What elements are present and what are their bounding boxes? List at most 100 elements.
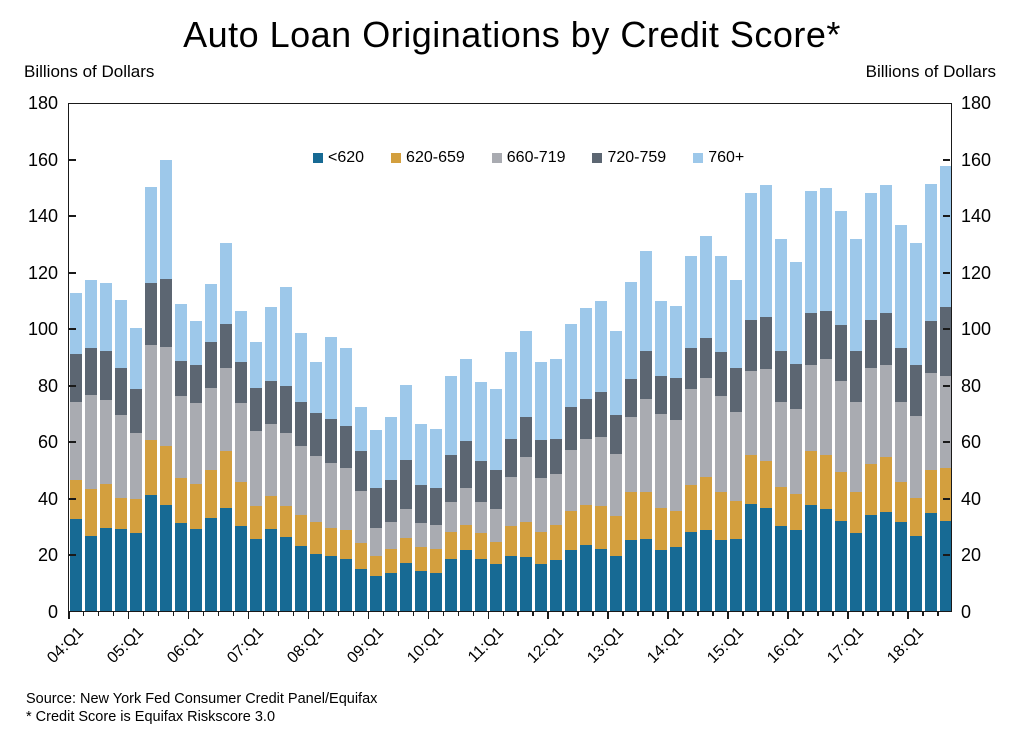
stacked-bar-05:Q1 [130, 328, 143, 611]
bar-segment-720-759 [445, 455, 458, 503]
bar-segment-760+ [804, 191, 817, 313]
bar-segment-660-719 [789, 408, 802, 494]
bar-segment-760+ [519, 331, 532, 418]
x-tick-mark [547, 612, 549, 619]
bar-segment-760+ [175, 304, 188, 361]
bar-segment-760+ [744, 192, 757, 320]
bar-segment-660-719 [340, 468, 353, 531]
bar-segment-720-759 [669, 377, 682, 421]
bar-segment-620-659 [864, 463, 877, 515]
x-tick-label: 15:Q1 [703, 624, 747, 667]
y-tick-label-left: 140 [27, 206, 58, 227]
stacked-bar-07:Q4 [295, 332, 308, 611]
bar-segment-<620 [250, 538, 263, 611]
x-tick-mark [787, 612, 789, 619]
bar-segment-620-659 [729, 500, 742, 539]
y-tick-label-right: 20 [961, 545, 982, 566]
bar-segment-720-759 [924, 321, 937, 374]
stacked-bar-08:Q3 [340, 348, 353, 611]
stacked-bar-07:Q3 [280, 287, 293, 611]
bar-segment-720-759 [654, 376, 667, 415]
bar-segment-620-659 [265, 496, 278, 529]
bar-segment-620-659 [85, 489, 98, 537]
bar-segment-<620 [879, 512, 892, 611]
bar-segment-660-719 [819, 359, 832, 456]
bar-segment-<620 [355, 568, 368, 611]
bar-segment-<620 [280, 537, 293, 611]
bar-segment-660-719 [654, 414, 667, 508]
bar-segment-760+ [699, 236, 712, 339]
bar-segment-<620 [235, 526, 248, 611]
bar-segment-620-659 [310, 521, 323, 555]
stacked-bar-08:Q1 [310, 362, 323, 611]
bar-segment-<620 [115, 529, 128, 611]
legend-label: 660-719 [506, 149, 566, 166]
stacked-bar-10:Q1 [430, 428, 443, 611]
y-tick-label-left: 20 [37, 545, 58, 566]
bar-segment-760+ [534, 362, 547, 440]
x-tick-mark [367, 612, 370, 619]
bar-segment-760+ [579, 308, 592, 399]
stacked-bar-13:Q1 [609, 331, 622, 611]
x-tick-mark [97, 612, 100, 616]
y-tick-mark [69, 554, 76, 557]
bar-segment-<620 [190, 529, 203, 611]
x-tick-mark [247, 612, 250, 619]
bar-segment-<620 [729, 538, 742, 611]
bar-segment-620-659 [100, 483, 113, 528]
x-tick-label: 09:Q1 [344, 624, 388, 667]
bar-segment-720-759 [909, 365, 922, 416]
stacked-bar-08:Q2 [325, 336, 338, 611]
bar-segment-660-719 [774, 401, 787, 487]
bar-segment-660-719 [175, 396, 188, 479]
x-tick-mark [262, 612, 265, 616]
x-tick-mark [307, 612, 310, 619]
bar-segment-<620 [220, 507, 233, 611]
bar-segment-720-759 [100, 350, 113, 401]
bar-segment-620-659 [789, 493, 802, 531]
bar-segment-720-759 [609, 414, 622, 455]
bar-segment-760+ [894, 225, 907, 349]
bar-segment-<620 [819, 509, 832, 611]
y-tick-label-right: 60 [961, 432, 982, 453]
x-tick-mark [337, 612, 340, 616]
bar-segment-620-659 [475, 533, 488, 559]
bar-segment-760+ [924, 184, 937, 322]
bar-segment-620-659 [684, 485, 697, 532]
legend-swatch-icon [491, 153, 502, 163]
bar-segment-620-659 [834, 472, 847, 521]
stacked-bar-06:Q4 [235, 311, 248, 611]
bar-segment-620-659 [220, 451, 233, 508]
bar-segment-620-659 [564, 510, 577, 551]
bar-segment-620-659 [639, 492, 652, 539]
bar-segment-720-759 [699, 338, 712, 378]
bar-segment-760+ [190, 321, 203, 366]
x-tick-mark [202, 612, 205, 616]
legend-item: <620 [313, 149, 364, 167]
legend-swatch-icon [313, 153, 323, 163]
bar-segment-<620 [549, 560, 562, 611]
bar-segment-720-759 [325, 418, 338, 463]
bar-segment-720-759 [684, 348, 697, 390]
bar-segment-760+ [430, 428, 443, 489]
bar-segment-760+ [714, 256, 727, 353]
footnote: * Credit Score is Equifax Riskscore 3.0 [26, 709, 276, 725]
stacked-bar-18:Q1 [909, 243, 922, 611]
x-tick-mark [592, 612, 594, 616]
x-tick-mark [352, 612, 355, 616]
stacked-bar-13:Q2 [624, 281, 637, 611]
stacked-bar-11:Q4 [534, 362, 547, 611]
bar-segment-720-759 [145, 283, 158, 346]
bar-segment-620-659 [175, 478, 188, 524]
chart-title: Auto Loan Originations by Credit Score* [183, 14, 841, 55]
bar-segment-660-719 [924, 373, 937, 470]
stacked-bar-17:Q4 [894, 225, 907, 611]
bar-segment-760+ [70, 292, 83, 354]
bar-segment-720-759 [864, 319, 877, 368]
bar-segment-660-719 [864, 367, 877, 464]
bar-segment-760+ [145, 186, 158, 283]
x-tick-mark [472, 612, 475, 616]
bar-segment-620-659 [130, 499, 143, 534]
bar-segment-660-719 [729, 411, 742, 501]
